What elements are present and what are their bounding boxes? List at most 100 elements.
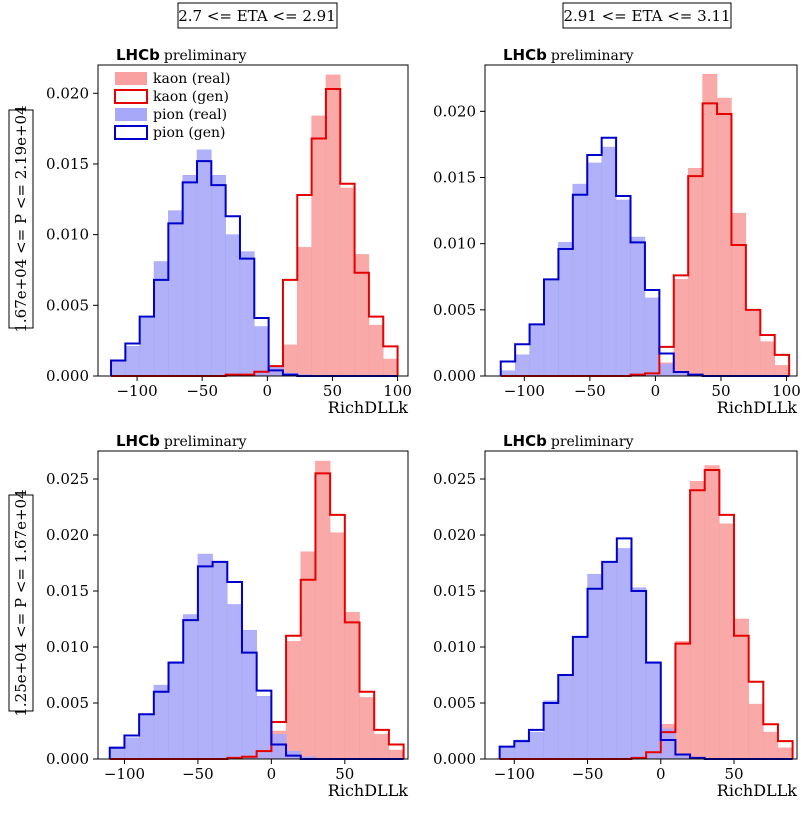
x-tick-label: 0 [651, 382, 661, 400]
row-label-2: 1.25e+04 <= P <= 1.67e+04 [12, 489, 30, 716]
series-pion-real [110, 149, 312, 377]
hist-bar [153, 684, 169, 760]
hist-bar [689, 480, 705, 760]
y-tick-label: 0.010 [46, 226, 89, 244]
hist-bar [529, 325, 545, 377]
x-tick-label: 50 [724, 765, 743, 783]
y-tick-label: 0.020 [433, 526, 476, 544]
y-tick-label: 0.000 [433, 750, 476, 768]
hist-bar [315, 460, 331, 760]
row-label-box-2 [8, 494, 34, 712]
legend-label: kaon (real) [153, 71, 230, 87]
hist-bar [256, 696, 272, 760]
hist-bar [673, 279, 689, 377]
x-tick-label: 0 [267, 765, 277, 783]
lhcb-brand: LHCb [503, 46, 547, 64]
hist-bar [344, 612, 360, 760]
y-tick-label: 0.005 [433, 694, 476, 712]
legend-label: pion (gen) [153, 125, 226, 141]
hist-bar [110, 360, 126, 377]
preliminary-tag: preliminary [164, 434, 247, 450]
legend-swatch [115, 72, 147, 85]
hist-bar [388, 749, 404, 760]
x-tick-label: −100 [104, 765, 145, 783]
preliminary-tag: preliminary [164, 48, 247, 64]
column-label-box-1 [177, 2, 338, 29]
hist-bar [528, 731, 544, 760]
x-tick-label: −100 [116, 382, 157, 400]
x-tick-label: −50 [574, 382, 606, 400]
column-label-2: 2.91 <= ETA <= 3.11 [563, 7, 730, 25]
hist-bar [731, 212, 747, 377]
hist-bar [630, 236, 646, 377]
hist-bar [704, 465, 720, 760]
hist-bar [368, 324, 384, 377]
hist-bar [716, 97, 732, 377]
hist-bar [616, 548, 632, 760]
hist-bar [675, 641, 691, 760]
hist-bar [182, 175, 198, 377]
hist-bar [153, 261, 169, 377]
legend-label: pion (real) [153, 107, 227, 123]
hist-bar [282, 344, 298, 377]
hist-bar [687, 167, 703, 377]
hist-bar [196, 149, 212, 377]
series-pion-real [500, 146, 703, 377]
hist-bar [300, 551, 316, 760]
hist-bar [760, 341, 775, 377]
y-tick-label: 0.005 [46, 296, 89, 314]
x-tick-label: −50 [572, 765, 604, 783]
hist-bar [572, 183, 588, 377]
hist-bar [329, 532, 346, 760]
x-tick-label: 100 [383, 382, 412, 400]
hist-bar [745, 310, 761, 377]
series-kaon-real [227, 460, 404, 760]
hist-bar [325, 74, 341, 377]
x-tick-label: 0 [263, 382, 273, 400]
hist-bar [212, 561, 228, 760]
hist-bar [543, 280, 559, 377]
axes-frame [484, 64, 798, 377]
x-axis-label: RichDLLk [328, 781, 409, 800]
hist-bar [311, 115, 327, 377]
hist-bar [777, 747, 793, 760]
hist-bar [558, 242, 574, 377]
histogram-panel-eta1-p-low: −100 −50 0 50 0.000 0.005 0.010 0.015 0.020 0.025… [46, 432, 409, 800]
y-tick-label: 0.000 [46, 750, 89, 768]
hist-bar [615, 199, 631, 377]
x-tick-label: −100 [504, 382, 545, 400]
legend-swatch [114, 125, 148, 140]
x-tick-label: 100 [772, 382, 801, 400]
hist-bar [197, 553, 213, 760]
x-tick-label: −50 [186, 382, 218, 400]
y-tick-label: 0.020 [46, 84, 89, 102]
series-pion-real [109, 553, 316, 760]
hist-bar [359, 697, 375, 760]
y-tick-label: 0.025 [46, 470, 89, 488]
hist-bar [225, 234, 241, 377]
x-tick-label: 50 [323, 382, 342, 400]
hist-bar [168, 210, 183, 377]
hist-bar [748, 703, 764, 760]
lhcb-brand: LHCb [116, 46, 160, 64]
y-tick-label: 0.000 [46, 367, 89, 385]
hist-bar [644, 297, 660, 377]
y-tick-label: 0.020 [433, 102, 476, 120]
x-axis-label: RichDLLk [717, 398, 798, 417]
hist-bar [572, 636, 588, 760]
axes-frame [97, 450, 409, 760]
lhcb-brand: LHCb [116, 432, 160, 450]
hist-bar [733, 618, 749, 760]
histogram-panel-eta2-p-low: −100 −50 0 50 0.000 0.005 0.010 0.015 0.020 0.025… [433, 432, 798, 800]
hist-bar [125, 346, 140, 377]
hist-bar [719, 523, 735, 760]
x-tick-label: −100 [494, 765, 535, 783]
column-label-box-2 [562, 2, 732, 29]
hist-bar [182, 614, 199, 760]
experiment-label: LHCb preliminary [116, 432, 247, 450]
legend: kaon (real) kaon (gen) pion (real) pion (ge… [114, 71, 230, 141]
hist-bar [645, 661, 662, 760]
y-tick-label: 0.005 [433, 301, 476, 319]
y-tick-label: 0.025 [433, 470, 476, 488]
hist-bar [774, 365, 790, 377]
